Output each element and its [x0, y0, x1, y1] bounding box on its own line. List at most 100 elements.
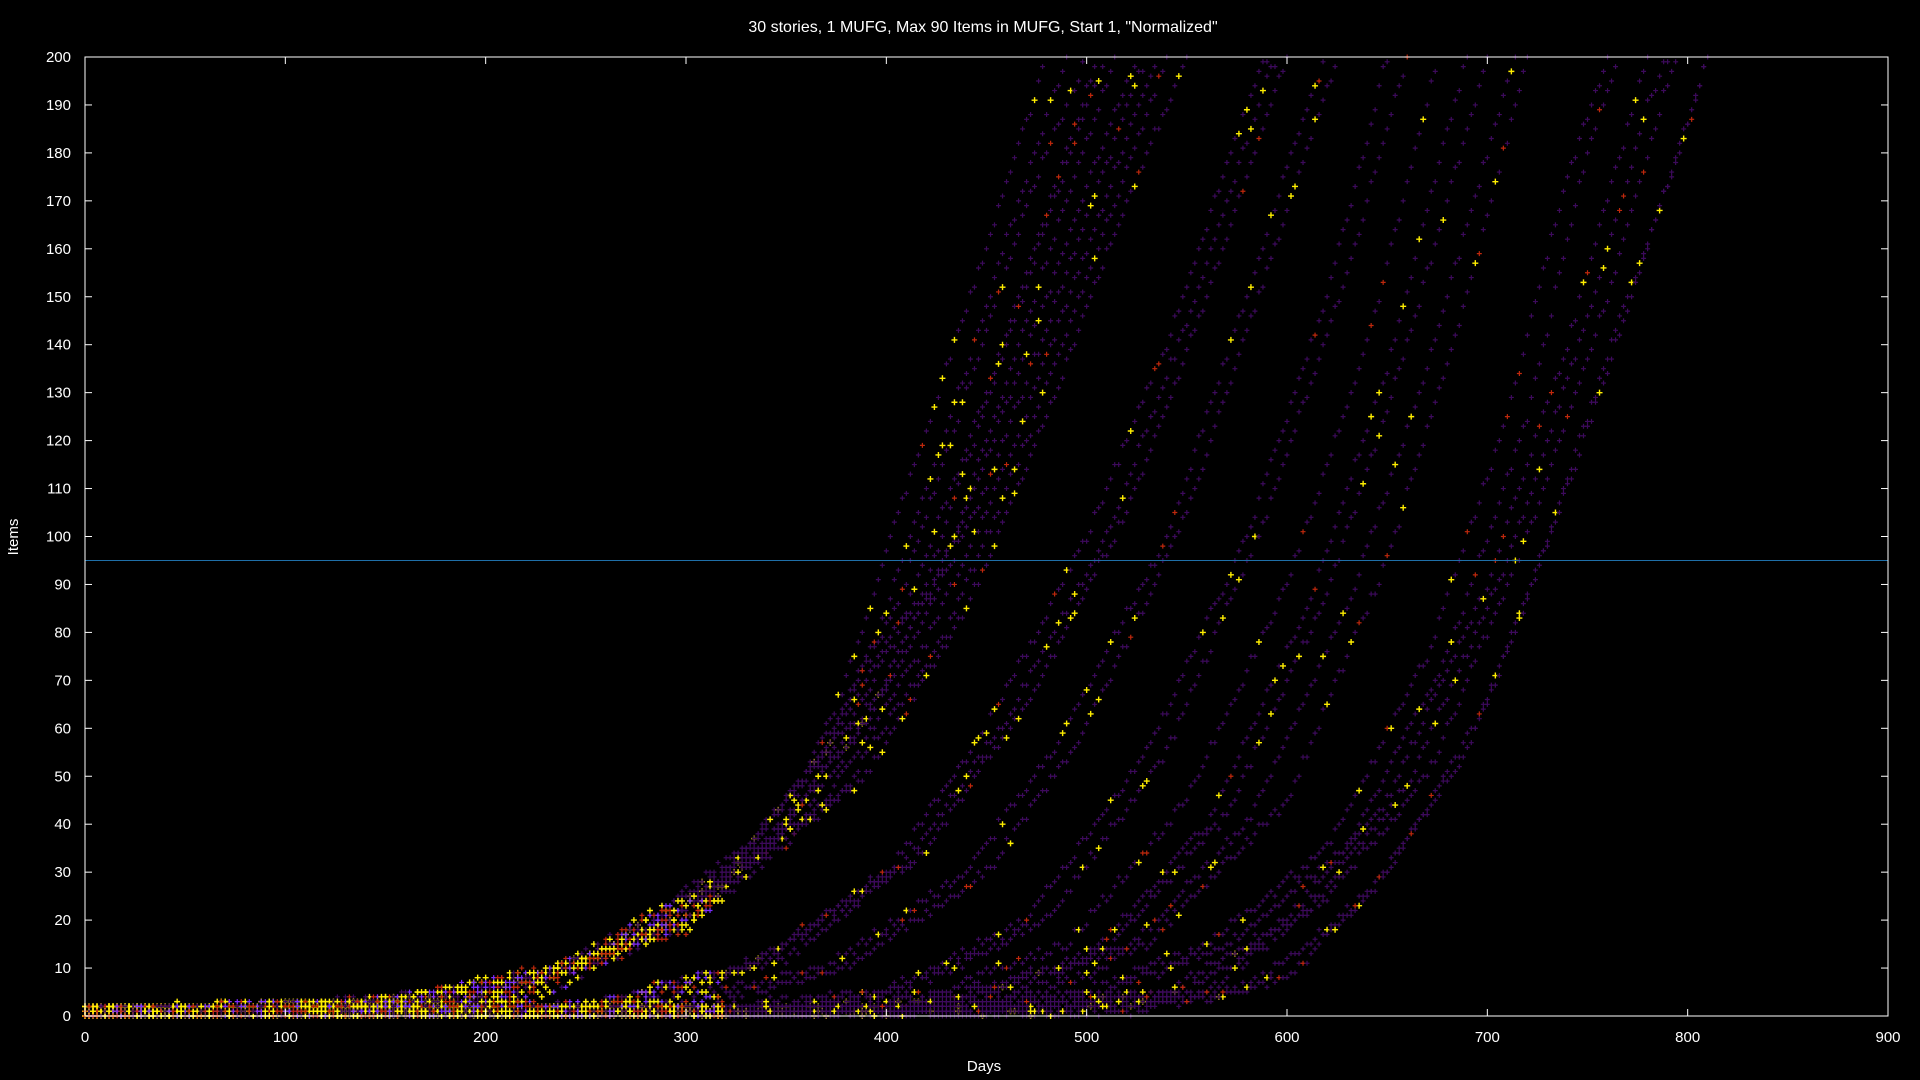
data-point: [855, 639, 861, 645]
data-point: [963, 385, 969, 391]
data-point: [959, 380, 965, 386]
data-point: [899, 495, 905, 501]
data-point: [675, 931, 681, 937]
data-point: [811, 749, 817, 755]
data-point: [1020, 212, 1026, 218]
data-point: [911, 519, 917, 525]
data-point: [859, 668, 865, 674]
data-point: [943, 447, 949, 453]
data-point: [887, 596, 893, 602]
data-point: [791, 797, 798, 804]
data-point: [1008, 222, 1014, 228]
data-point: [1012, 217, 1018, 223]
data-point: [831, 711, 837, 717]
data-point: [1028, 159, 1034, 165]
data-point: [939, 462, 945, 468]
data-point: [1072, 88, 1078, 94]
data-point: [1004, 179, 1010, 185]
data-point: [579, 951, 585, 957]
data-point: [891, 577, 897, 583]
data-point: [459, 979, 465, 985]
data-point: [1008, 169, 1014, 175]
data-point: [1004, 231, 1010, 237]
data-point: [827, 730, 833, 736]
data-point: [1020, 126, 1026, 132]
data-point: [911, 462, 917, 468]
data-point: [943, 428, 949, 434]
data-point: [931, 490, 937, 496]
data-point: [939, 375, 946, 382]
data-point: [847, 706, 853, 712]
data-point: [1048, 140, 1054, 146]
data-point: [951, 399, 958, 406]
data-point: [1076, 78, 1082, 84]
data-point: [1024, 203, 1030, 209]
data-point: [1024, 116, 1030, 122]
data-point: [979, 260, 985, 266]
data-point: [963, 308, 969, 314]
data-point: [975, 356, 981, 362]
data-point: [891, 605, 897, 611]
data-point: [639, 912, 645, 918]
data-point: [851, 682, 857, 688]
data-point: [871, 644, 877, 650]
data-point: [955, 418, 961, 424]
data-point: [891, 519, 897, 525]
data-point: [867, 658, 873, 664]
data-point: [1080, 59, 1086, 65]
data-point: [883, 548, 889, 554]
data-point: [996, 203, 1002, 209]
data-point: [907, 471, 913, 477]
data-point: [984, 327, 989, 333]
data-point: [1060, 116, 1066, 122]
data-point: [663, 936, 669, 942]
data-point: [1016, 198, 1022, 204]
data-point: [847, 658, 853, 664]
data-point: [839, 706, 845, 712]
data-point: [967, 289, 973, 295]
data-point: [1040, 155, 1046, 161]
data-point: [1040, 131, 1046, 137]
data-point: [903, 543, 910, 550]
data-point: [1004, 265, 1010, 271]
data-point: [984, 303, 989, 309]
data-point: [867, 605, 874, 612]
data-point: [1020, 188, 1026, 194]
data-point: [795, 783, 801, 789]
data-point: [1056, 121, 1062, 127]
data-point: [895, 510, 901, 516]
data-point: [871, 591, 877, 597]
data-point: [819, 735, 825, 741]
data-point: [883, 620, 889, 626]
data-point: [831, 725, 837, 731]
data-point: [971, 337, 977, 343]
data-point: [959, 318, 965, 324]
data-point: [927, 495, 933, 501]
data-point: [955, 327, 961, 333]
data-point: [707, 878, 714, 885]
data-point: [915, 452, 921, 458]
data-point: [1056, 83, 1062, 89]
data-point: [1044, 150, 1050, 156]
data-point: [875, 629, 882, 636]
data-point: [951, 336, 958, 343]
data-point: [923, 428, 929, 434]
data-point: [996, 289, 1002, 295]
data-point: [811, 778, 817, 784]
data-point: [783, 797, 789, 803]
data-point: [943, 361, 949, 367]
data-point: [879, 615, 885, 621]
data-point: [859, 663, 865, 669]
data-point: [1032, 150, 1038, 156]
data-point: [959, 399, 966, 406]
data-point: [1016, 140, 1022, 146]
data-point: [931, 404, 938, 411]
data-point: [1008, 255, 1014, 261]
data-point: [823, 721, 829, 727]
data-point: [1012, 155, 1018, 161]
data-point: [971, 366, 977, 372]
data-point: [979, 318, 985, 324]
data-point: [955, 385, 961, 391]
data-point: [607, 931, 613, 937]
data-point: [667, 912, 673, 918]
